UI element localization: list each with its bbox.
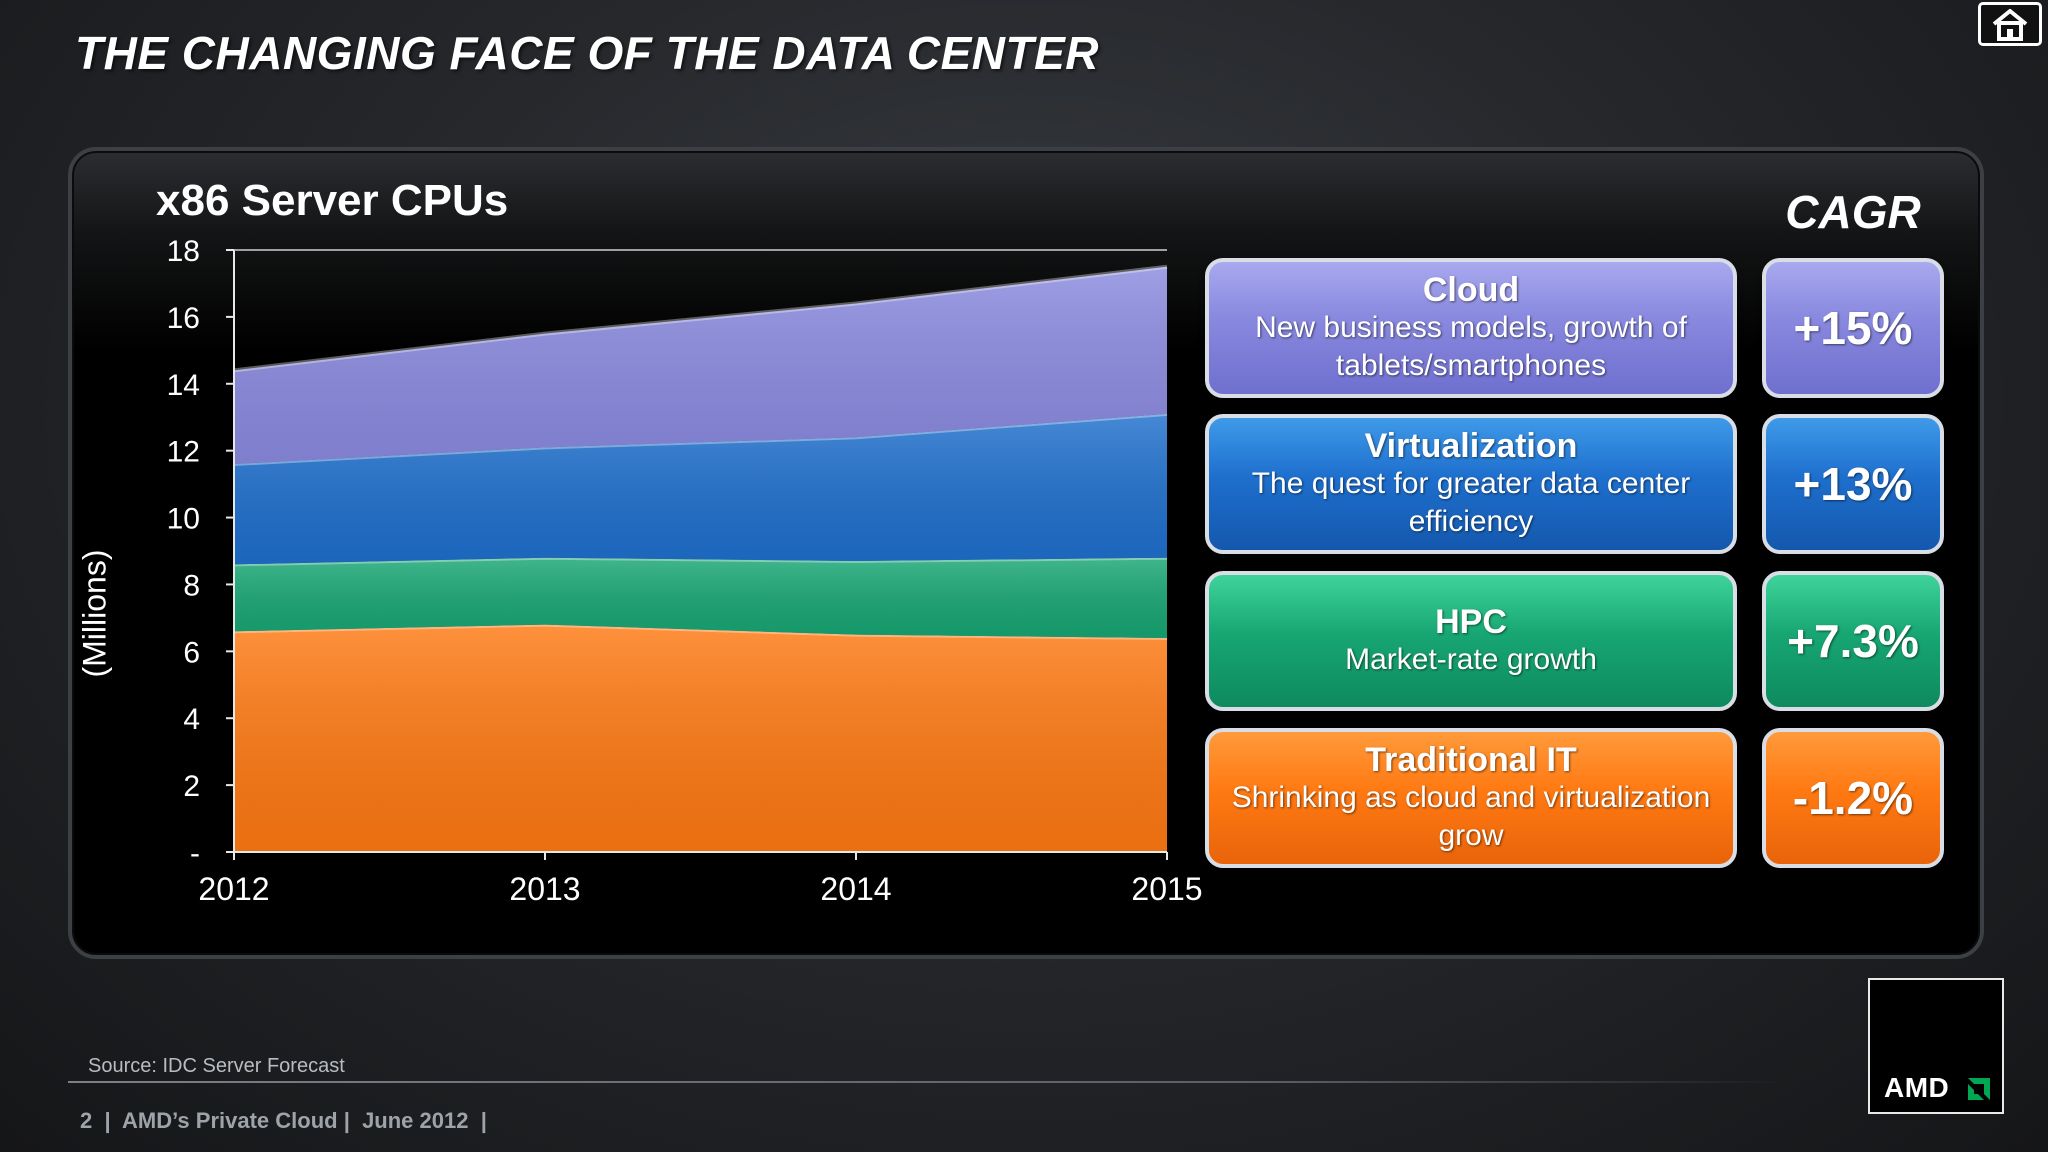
area-shine-virtualization [234,413,1167,565]
y-tick-label: - [190,837,200,870]
category-box-traditional-it: Traditional IT Shrinking as cloud and vi… [1205,728,1737,868]
amd-logo: AMD [1868,978,2004,1114]
y-tick-label: 12 [167,436,200,469]
x-tick-label: 2013 [509,871,580,907]
chart-title: x86 Server CPUs [156,176,509,225]
area-shine-hpc [234,557,1167,638]
cagr-value-virtualization: +13% [1762,414,1944,554]
x-tick-label: 2012 [198,871,269,907]
x-tick-label: 2015 [1131,871,1202,907]
category-name: Cloud [1422,271,1520,309]
home-icon [1992,9,2028,41]
category-name: Traditional IT [1365,741,1577,779]
cagr-value-hpc: +7.3% [1762,571,1944,711]
cagr-header: CAGR [1785,186,1921,238]
footer-text: 2 | AMD’s Private Cloud | June 2012 | [80,1108,487,1133]
amd-arrow-icon [1968,1078,1990,1100]
area-edge-cloud [233,264,1168,373]
area-edge-traditional-it [233,622,1168,640]
y-tick-label: 4 [183,703,200,736]
y-tick-label: 18 [167,235,200,268]
logo-text: AMD [1884,1072,1950,1103]
home-button[interactable] [1978,2,2042,46]
x-tick-label: 2014 [820,871,891,907]
category-box-hpc: HPC Market-rate growth [1205,571,1737,711]
y-tick-label: 2 [183,770,200,803]
source-note: Source: IDC Server Forecast [88,1055,345,1077]
y-tick-label: 16 [167,302,200,335]
y-tick-label: 14 [167,369,200,402]
y-tick-label: 6 [183,636,200,669]
category-description: Market-rate growth [1345,643,1597,676]
category-name: Virtualization [1364,427,1578,465]
cagr-value-cloud: +15% [1762,258,1944,398]
cagr-value-traditional-it: -1.2% [1762,728,1944,868]
y-tick-label: 10 [167,503,200,536]
category-name: HPC [1435,603,1507,641]
category-description: The quest for greater data center effici… [1251,467,1691,538]
y-tick-label: 8 [183,569,200,602]
category-box-virtualization: Virtualization The quest for greater dat… [1205,414,1737,554]
category-description: Shrinking as cloud and virtualization gr… [1231,781,1711,852]
category-description: New business models, growth of tablets/s… [1255,311,1687,382]
slide-title: THE CHANGING FACE OF THE DATA CENTER [75,27,1100,79]
category-box-cloud: Cloud New business models, growth of tab… [1205,258,1737,398]
area-shine-traditional-it [234,624,1167,852]
footer-divider [68,1081,1788,1083]
area-shine-cloud [234,266,1167,465]
